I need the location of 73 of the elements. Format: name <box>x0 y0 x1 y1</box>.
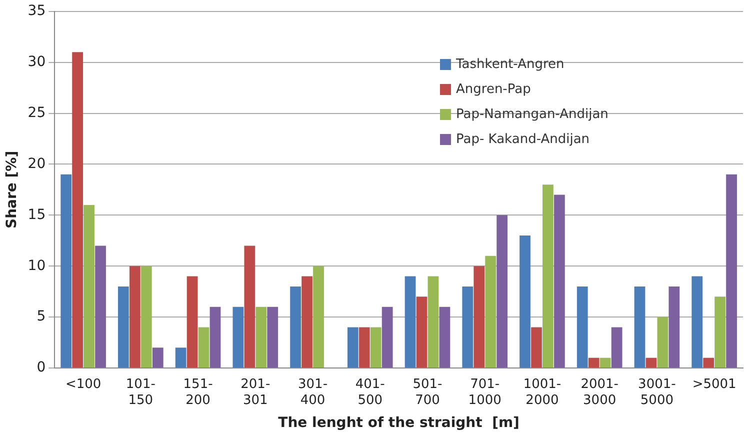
x-tick-label: 101-150 <box>126 377 156 408</box>
bar <box>714 296 726 368</box>
y-axis-title: Share [%] <box>4 150 20 229</box>
bar <box>95 246 106 368</box>
bar <box>542 184 554 368</box>
bar <box>140 266 152 368</box>
x-tick-label: <100 <box>65 377 102 392</box>
bar <box>152 348 164 368</box>
bar <box>496 215 508 368</box>
bar <box>313 266 324 368</box>
bar <box>256 306 267 368</box>
bar <box>72 52 84 368</box>
bar <box>485 256 496 368</box>
bar <box>382 306 393 368</box>
bar <box>703 358 714 368</box>
bar <box>576 286 588 368</box>
x-tick-label: 2001-3000 <box>580 377 619 408</box>
bar <box>210 306 221 368</box>
x-tick-label: 1001-2000 <box>523 377 562 408</box>
bar <box>668 286 680 368</box>
bar <box>611 327 622 368</box>
y-tick-label: 35 <box>28 3 46 20</box>
bar <box>267 306 278 368</box>
x-tick-label: 401-500 <box>355 377 386 408</box>
legend-label: Pap- Kakand-Andijan <box>456 131 590 149</box>
bar <box>692 276 703 368</box>
x-tick-label: 301-400 <box>298 377 328 408</box>
bar <box>416 296 428 368</box>
bar <box>60 174 72 368</box>
legend-label: Angren-Pap <box>456 81 531 99</box>
bar <box>404 276 416 368</box>
bar <box>84 204 94 368</box>
bar <box>118 286 129 368</box>
bar <box>439 306 450 368</box>
bar <box>347 327 358 368</box>
x-axis-title: The lenght of the straight [m] <box>278 415 520 432</box>
y-tick-label: 20 <box>28 156 46 172</box>
bar <box>186 276 198 368</box>
y-tick-label: 25 <box>28 104 46 121</box>
bar <box>358 327 370 368</box>
x-tick-label: 501-700 <box>412 377 443 408</box>
bar <box>175 348 186 368</box>
bar <box>726 174 737 368</box>
bar <box>588 358 600 368</box>
legend-label: Tashkent-Angren <box>456 56 564 74</box>
bar <box>646 358 657 368</box>
y-tick-label: 15 <box>28 206 46 223</box>
bar <box>244 246 256 368</box>
bar <box>129 266 140 368</box>
y-tick-label: 30 <box>28 54 46 70</box>
y-tick-label: 10 <box>28 258 46 274</box>
bar <box>198 327 210 368</box>
bar <box>600 358 611 368</box>
y-tick-label: 0 <box>36 360 46 376</box>
bar <box>520 236 530 368</box>
bar <box>634 286 646 368</box>
x-tick-label: 701-1000 <box>468 377 502 408</box>
y-tick-label: 5 <box>36 308 46 325</box>
x-tick-label: 3001-5000 <box>638 377 676 408</box>
bar <box>474 266 485 368</box>
bar <box>462 286 474 368</box>
x-tick-label: 151-200 <box>183 377 214 408</box>
x-tick-label: 201-301 <box>240 377 270 408</box>
legend-label: Pap-Namangan-Andijan <box>456 106 608 124</box>
bar <box>531 327 542 368</box>
bar <box>290 286 301 368</box>
bar <box>657 317 668 368</box>
x-tick-label: >5001 <box>692 377 736 392</box>
bar <box>232 306 244 368</box>
bar <box>428 276 439 368</box>
bar <box>554 194 565 368</box>
bar <box>302 276 312 368</box>
bar <box>370 327 382 368</box>
